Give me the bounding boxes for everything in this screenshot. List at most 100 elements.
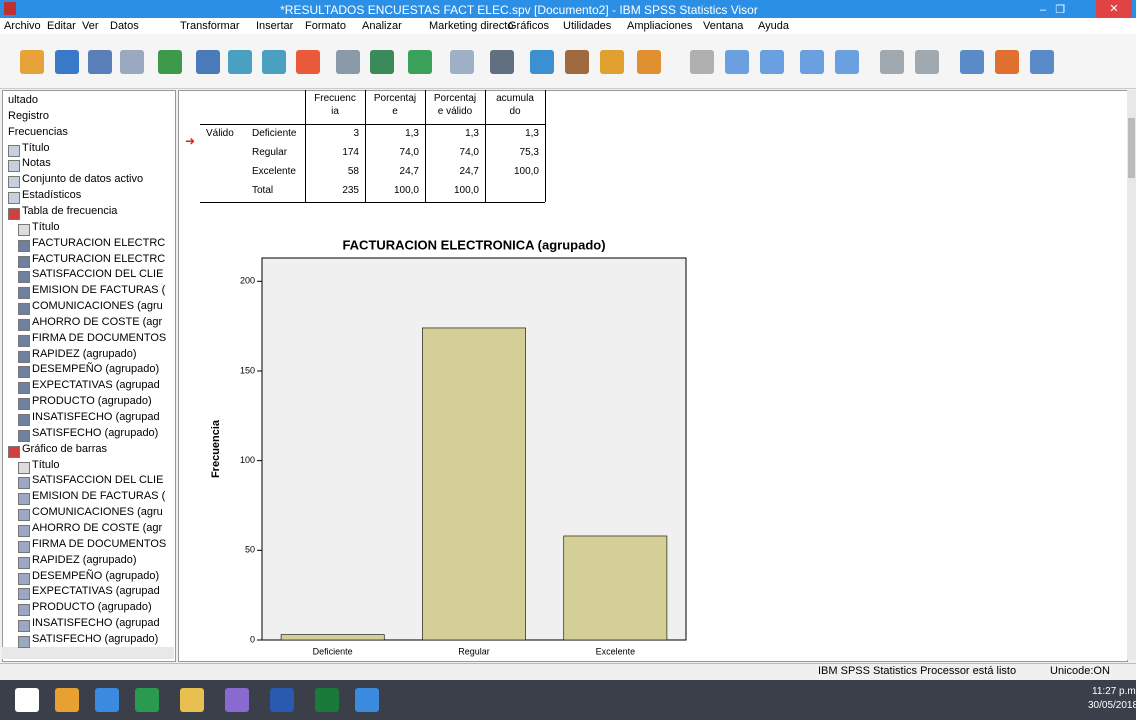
toolbar-button[interactable] [960,50,984,74]
taskbar-app[interactable] [270,688,294,712]
menu-item[interactable]: Datos [110,20,139,32]
toolbar-button[interactable] [120,50,144,74]
menu-item[interactable]: Ver [82,20,99,32]
taskbar-app[interactable] [15,688,39,712]
tree-icon [18,620,30,633]
taskbar-app[interactable] [135,688,159,712]
toolbar-button[interactable] [262,50,286,74]
tree-item[interactable]: DESEMPEÑO (agrupado) [32,569,160,582]
tree-item[interactable]: Título [32,220,60,233]
tree-item[interactable]: RAPIDEZ (agrupado) [32,553,137,566]
taskbar-app[interactable] [95,688,119,712]
tree-item[interactable]: AHORRO DE COSTE (agr [32,315,163,328]
toolbar-button[interactable] [690,50,714,74]
tree-item[interactable]: PRODUCTO (agrupado) [32,395,152,408]
tree-item[interactable]: EXPECTATIVAS (agrupad [32,379,160,392]
menu-item[interactable]: Ayuda [758,20,789,32]
table-group: Válido [206,128,234,139]
toolbar-button[interactable] [88,50,112,74]
taskbar-app[interactable] [225,688,249,712]
tree-item[interactable]: Título [22,141,50,154]
tree-item[interactable]: COMUNICACIONES (agru [32,300,163,313]
tree-item[interactable]: INSATISFECHO (agrupad [32,411,160,423]
toolbar-button[interactable] [915,50,939,74]
tree-item[interactable]: AHORRO DE COSTE (agr [32,521,163,534]
app-icon [4,2,16,15]
scroll-thumb[interactable] [1128,118,1135,178]
menu-item[interactable]: Gráficos [508,20,549,32]
toolbar-button[interactable] [408,50,432,74]
toolbar-button[interactable] [760,50,784,74]
tree-item[interactable]: RAPIDEZ (agrupado) [32,347,137,360]
taskbar-app[interactable] [355,688,379,712]
toolbar-button[interactable] [196,50,220,74]
menu-item[interactable]: Marketing directo [429,20,514,32]
tree-item[interactable]: FIRMA DE DOCUMENTOS [32,331,167,344]
tree-item[interactable]: Registro [8,109,49,122]
toolbar-button[interactable] [336,50,360,74]
tree-item[interactable]: SATISFACCION DEL CLIE [32,268,164,281]
toolbar-button[interactable] [995,50,1019,74]
tree-item[interactable]: Frecuencias [8,125,68,138]
tree-item[interactable]: Título [32,458,60,471]
toolbar-button[interactable] [637,50,661,74]
menu-item[interactable]: Ventana [703,20,744,32]
scrollbar[interactable] [1127,90,1136,660]
toolbar-button[interactable] [370,50,394,74]
tree-item[interactable]: Estadísticos [22,189,82,202]
menu-item[interactable]: Utilidades [563,20,612,32]
tree-icon [18,366,30,379]
menu-item[interactable]: Analizar [362,20,402,32]
tree-item[interactable]: SATISFECHO (agrupado) [32,632,159,645]
tree-item[interactable]: EMISION DE FACTURAS ( [32,284,166,297]
toolbar-button[interactable] [450,50,474,74]
tree-item[interactable]: SATISFACCION DEL CLIE [32,474,164,487]
close-button[interactable]: ✕ [1096,0,1132,18]
table-row-label: Deficiente [252,128,297,139]
toolbar-button[interactable] [565,50,589,74]
window-buttons[interactable]: – ❐ [1040,4,1066,16]
toolbar-button[interactable] [55,50,79,74]
toolbar-button[interactable] [228,50,252,74]
bar-chart: FACTURACION ELECTRONICA (agrupado) Frecue… [210,237,687,656]
tree-item[interactable]: SATISFECHO (agrupado) [32,426,159,439]
toolbar-button[interactable] [880,50,904,74]
toolbar-button[interactable] [835,50,859,74]
tree-item[interactable]: Conjunto de datos activo [22,173,144,186]
toolbar-button[interactable] [600,50,624,74]
tree-item[interactable]: FACTURACION ELECTRC [32,236,166,249]
tree-item[interactable]: EXPECTATIVAS (agrupad [32,585,160,598]
tree-item[interactable]: INSATISFECHO (agrupad [32,617,160,630]
menu-item[interactable]: Ampliaciones [627,20,693,32]
table-row-label: Excelente [252,166,296,177]
taskbar-app[interactable] [180,688,204,712]
tree-item[interactable]: Gráfico de barras [22,442,107,455]
toolbar-button[interactable] [490,50,514,74]
table-header: Porcentaj [433,93,477,104]
toolbar-button[interactable] [725,50,749,74]
tree-item[interactable]: FIRMA DE DOCUMENTOS [32,537,167,550]
tree-item[interactable]: COMUNICACIONES (agru [32,506,163,519]
menu-item[interactable]: Transformar [180,20,240,32]
tree-item[interactable]: Notas [22,157,51,170]
tree-item[interactable]: DESEMPEÑO (agrupado) [32,363,160,376]
h-scrollbar[interactable] [2,647,174,659]
toolbar-button[interactable] [296,50,320,74]
menu-item[interactable]: Formato [305,20,346,32]
menu-item[interactable]: Archivo [4,20,41,32]
toolbar-button[interactable] [800,50,824,74]
toolbar-button[interactable] [530,50,554,74]
toolbar-button[interactable] [158,50,182,74]
tree-item[interactable]: EMISION DE FACTURAS ( [32,490,166,503]
tree-item[interactable]: Tabla de frecuencia [22,204,118,217]
taskbar-app[interactable] [315,688,339,712]
menu-item[interactable]: Editar [47,20,76,32]
toolbar-button[interactable] [20,50,44,74]
taskbar-app[interactable] [55,688,79,712]
toolbar-button[interactable] [1030,50,1054,74]
menu-item[interactable]: Insertar [256,20,294,32]
tree-item[interactable]: PRODUCTO (agrupado) [32,601,152,614]
tree-item[interactable]: FACTURACION ELECTRC [32,252,166,265]
tree-icon [18,271,30,284]
tree-item[interactable]: ultado [8,94,38,106]
